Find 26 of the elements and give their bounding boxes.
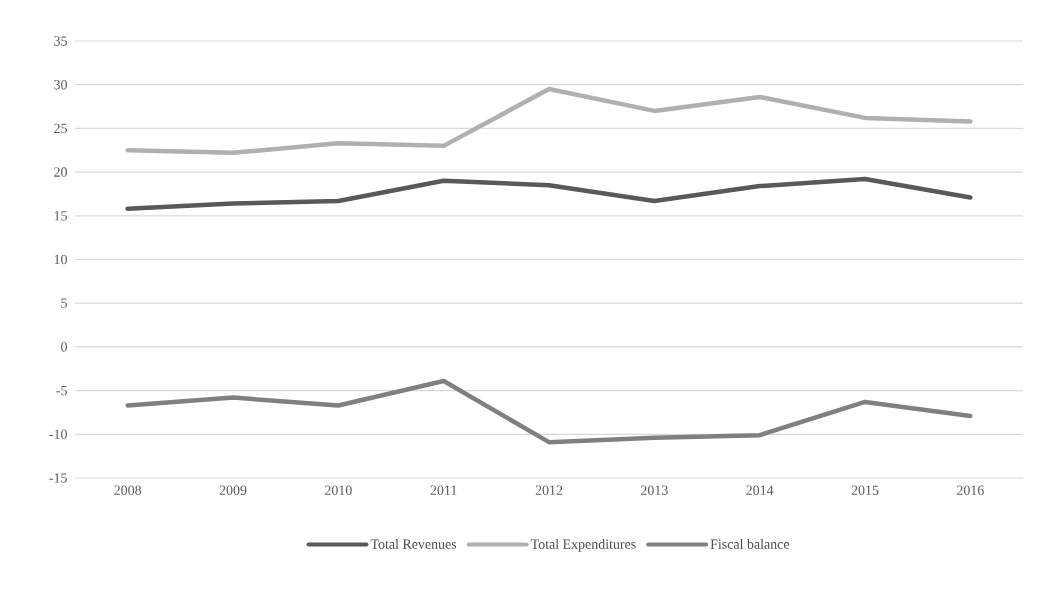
legend-label: Total Expenditures xyxy=(530,538,636,552)
y-tick-label: 20 xyxy=(54,167,67,177)
line-series xyxy=(125,176,973,212)
y-tick-label: -10 xyxy=(49,429,67,439)
y-tick-label: -5 xyxy=(56,385,67,396)
y-tick-label: 25 xyxy=(54,123,67,134)
y-tick-label: 5 xyxy=(61,298,67,308)
x-tick-label: 2008 xyxy=(114,485,142,495)
y-tick-label: -15 xyxy=(49,473,67,483)
line-series xyxy=(125,378,973,445)
x-tick-label: 2012 xyxy=(535,485,563,495)
legend-label: Fiscal balance xyxy=(710,538,790,549)
y-tick-label: 30 xyxy=(54,79,67,90)
line-series xyxy=(125,86,973,156)
x-tick-label: 2015 xyxy=(851,485,879,495)
legend-label: Total Revenues xyxy=(370,538,457,549)
x-tick-label: 2010 xyxy=(325,485,352,495)
y-tick-label: 0 xyxy=(61,342,67,352)
y-tick-label: 35 xyxy=(54,36,67,46)
x-tick-label: 2016 xyxy=(957,485,984,495)
x-tick-label: 2009 xyxy=(219,485,247,495)
x-tick-label: 2011 xyxy=(430,485,457,495)
y-tick-label: 15 xyxy=(54,211,67,221)
x-tick-label: 2014 xyxy=(746,485,774,495)
x-tick-label: 2013 xyxy=(641,485,668,495)
y-tick-label: 10 xyxy=(54,254,67,265)
